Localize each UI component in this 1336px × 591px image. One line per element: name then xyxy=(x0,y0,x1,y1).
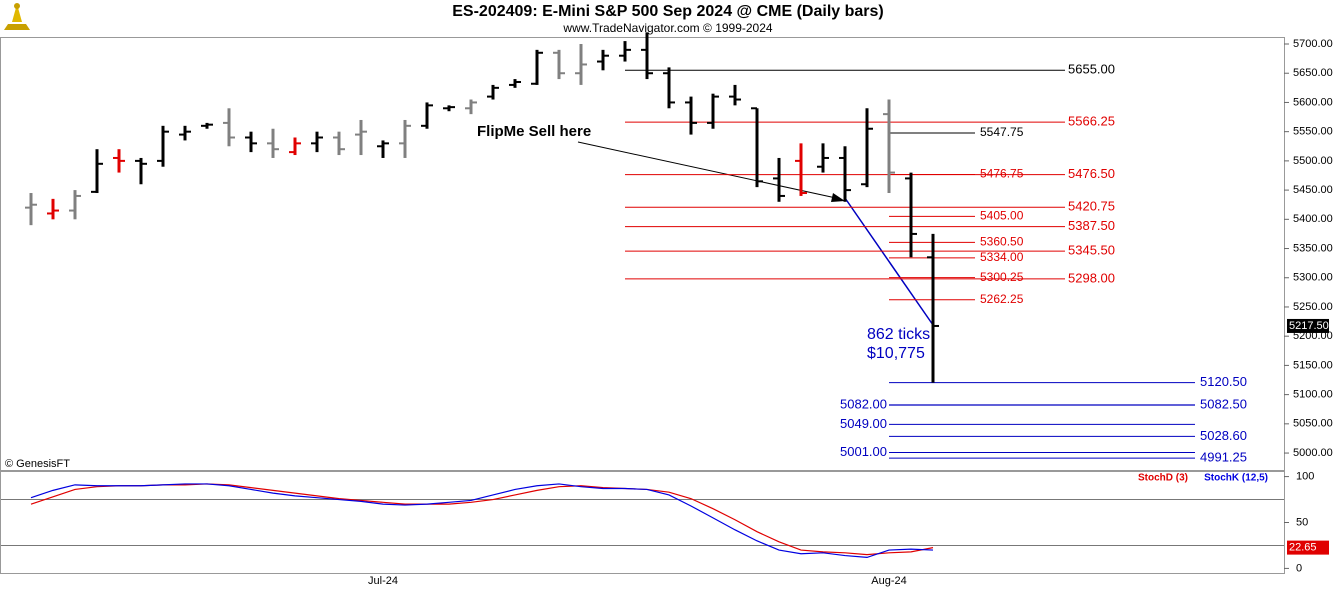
level-label: 5300.25 xyxy=(980,270,1024,284)
y-tick-label: 0 xyxy=(1296,562,1302,574)
level-label: 5547.75 xyxy=(980,125,1024,139)
level-label: 5476.75 xyxy=(980,167,1024,181)
level-label: 5387.50 xyxy=(1068,218,1115,233)
title: ES-202409: E-Mini S&P 500 Sep 2024 @ CME… xyxy=(452,3,883,20)
y-tick-label: 5400.00 xyxy=(1293,213,1333,225)
level-label: 5345.50 xyxy=(1068,243,1115,258)
annotation: FlipMe Sell here xyxy=(477,123,591,140)
legend-label: StochD (3) xyxy=(1138,473,1188,484)
y-tick-label: 100 xyxy=(1296,470,1314,482)
arrow xyxy=(577,141,837,199)
level-label: 5405.00 xyxy=(980,209,1024,223)
y-tick-label: 5150.00 xyxy=(1293,359,1333,371)
y-tick-label: 5500.00 xyxy=(1293,155,1333,167)
level-label: 5420.75 xyxy=(1068,199,1115,214)
level-label: 5082.00 xyxy=(840,397,887,412)
level-label: 5360.50 xyxy=(980,235,1024,249)
y-tick-label: 5250.00 xyxy=(1293,301,1333,313)
x-tick-label: Aug-24 xyxy=(871,575,906,587)
y-tick-label: 5300.00 xyxy=(1293,272,1333,284)
level-label: 5049.00 xyxy=(840,416,887,431)
subtitle: www.TradeNavigator.com © 1999-2024 xyxy=(562,21,772,35)
level-label: 5476.50 xyxy=(1068,166,1115,181)
move-line xyxy=(844,197,934,326)
legend-label: StochK (12,5) xyxy=(1204,473,1268,484)
annotation: 862 ticks xyxy=(867,326,930,343)
y-tick-label: 50 xyxy=(1296,516,1308,528)
y-tick-label: 5350.00 xyxy=(1293,242,1333,254)
y-tick-label: 5100.00 xyxy=(1293,389,1333,401)
value-tag xyxy=(1287,540,1329,555)
arrow-head xyxy=(831,193,845,202)
level-label: 5028.60 xyxy=(1200,428,1247,443)
y-tick-label: 5450.00 xyxy=(1293,184,1333,196)
y-tick-label: 5550.00 xyxy=(1293,126,1333,138)
y-tick-label: 5600.00 xyxy=(1293,96,1333,108)
level-label: 5001.00 xyxy=(840,444,887,459)
stoch-line xyxy=(30,483,934,556)
y-tick-label: 5700.00 xyxy=(1293,38,1333,50)
x-tick-label: Jul-24 xyxy=(368,575,398,587)
y-tick-label: 5650.00 xyxy=(1293,67,1333,79)
level-label: 5120.50 xyxy=(1200,374,1247,389)
level-label: 5082.50 xyxy=(1200,396,1247,411)
stoch-line xyxy=(30,483,934,558)
value-tag-label: 22.65 xyxy=(1289,542,1317,554)
credit: © GenesisFT xyxy=(5,458,70,470)
level-label: 5566.25 xyxy=(1068,114,1115,129)
price-panel xyxy=(0,37,1285,471)
price-tag-label: 5217.50 xyxy=(1289,320,1329,332)
annotation: $10,775 xyxy=(867,345,925,362)
price-tag xyxy=(1287,318,1329,333)
y-tick-label: 5200.00 xyxy=(1293,330,1333,342)
level-label: 5655.00 xyxy=(1068,62,1115,77)
level-label: 4991.25 xyxy=(1200,450,1247,465)
level-label: 5298.00 xyxy=(1068,270,1115,285)
y-tick-label: 5000.00 xyxy=(1293,447,1333,459)
logo xyxy=(4,3,30,30)
y-tick-label: 5050.00 xyxy=(1293,418,1333,430)
level-label: 5262.25 xyxy=(980,292,1024,306)
level-label: 5334.00 xyxy=(980,250,1024,264)
